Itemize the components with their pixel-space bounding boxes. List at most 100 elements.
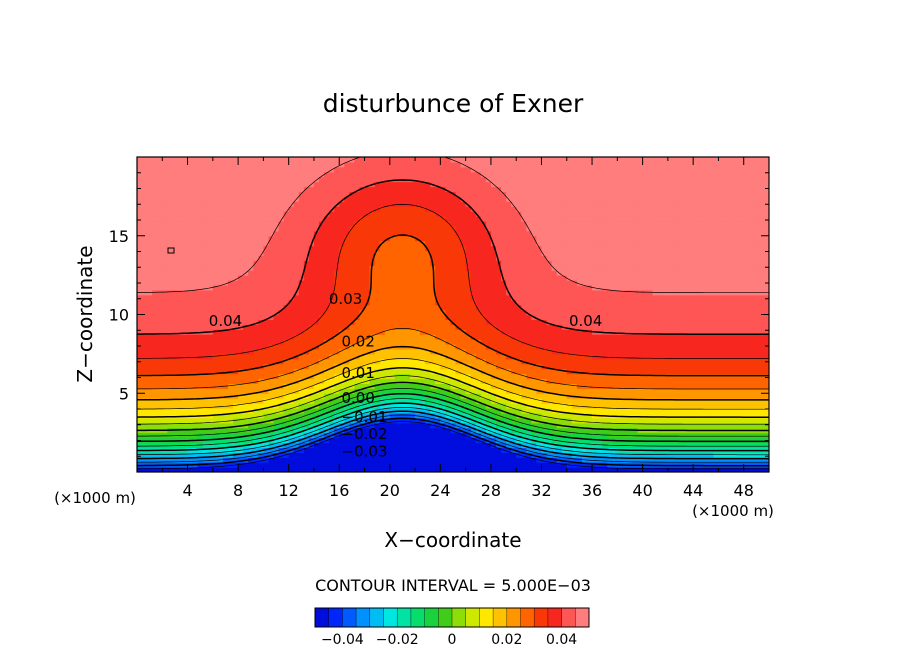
field-cell: [460, 437, 467, 444]
field-cell: [506, 319, 512, 325]
field-cell: [394, 334, 401, 340]
field-cell: [293, 339, 300, 345]
field-cell: [404, 447, 411, 453]
field-cell: [172, 467, 179, 472]
field-cell: [137, 196, 143, 202]
field-cell: [430, 462, 436, 468]
field-cell: [485, 393, 492, 399]
field-cell: [187, 171, 194, 178]
field-cell: [450, 467, 457, 472]
field-cell: [425, 191, 431, 197]
field-cell: [172, 157, 179, 163]
field-cell: [521, 299, 527, 306]
field-cell: [182, 353, 189, 360]
field-cell: [430, 201, 436, 207]
field-cell: [475, 422, 482, 429]
field-cell: [511, 211, 517, 217]
field-cell: [324, 383, 330, 389]
field-cell: [384, 334, 391, 340]
field-cell: [197, 408, 204, 414]
field-cell: [207, 314, 214, 321]
field-cell: [233, 176, 239, 183]
field-cell: [450, 427, 457, 434]
field-cell: [460, 324, 467, 330]
field-cell: [440, 412, 447, 419]
field-cell: [293, 319, 300, 325]
field-cell: [228, 220, 234, 227]
field-cell: [152, 171, 158, 178]
field-cell: [399, 378, 406, 384]
field-cell: [399, 452, 406, 458]
field-cell: [374, 176, 381, 183]
field-cell: [303, 447, 310, 453]
field-cell: [480, 467, 487, 472]
field-cell: [349, 235, 356, 242]
field-cell: [147, 284, 153, 291]
field-cell: [430, 388, 436, 394]
field-cell: [506, 427, 512, 434]
field-cell: [278, 201, 285, 207]
field-cell: [359, 314, 366, 321]
field-cell: [440, 383, 447, 389]
field-cell: [268, 294, 275, 301]
field-cell: [187, 230, 194, 237]
field-cell: [410, 196, 416, 202]
field-cell: [445, 260, 452, 266]
field-cell: [389, 255, 396, 261]
field-cell: [268, 265, 275, 271]
field-cell: [202, 408, 209, 414]
field-cell: [475, 398, 482, 404]
field-cell: [455, 255, 462, 261]
field-cell: [298, 363, 305, 370]
field-cell: [364, 403, 371, 409]
field-cell: [207, 324, 214, 330]
field-cell: [465, 181, 472, 188]
field-cell: [253, 265, 259, 271]
field-cell: [364, 422, 371, 429]
field-cell: [526, 289, 532, 296]
field-cell: [238, 348, 244, 355]
field-cell: [526, 462, 532, 468]
field-cell: [273, 220, 280, 227]
field-cell: [384, 403, 391, 409]
field-cell: [425, 220, 431, 227]
field-cell: [192, 344, 199, 350]
field-cell: [455, 280, 462, 286]
field-cell: [177, 270, 184, 276]
field-cell: [288, 309, 295, 316]
field-cell: [334, 408, 340, 414]
field-cell: [495, 299, 502, 306]
field-cell: [369, 245, 376, 252]
field-cell: [308, 329, 315, 335]
field-cell: [384, 176, 391, 183]
field-cell: [283, 467, 290, 472]
field-cell: [410, 171, 416, 178]
field-cell: [334, 309, 340, 316]
field-cell: [501, 403, 507, 409]
field-cell: [263, 348, 270, 355]
field-cell: [369, 324, 376, 330]
field-cell: [511, 270, 517, 276]
field-cell: [379, 447, 386, 453]
field-cell: [222, 398, 229, 404]
field-cell: [162, 457, 168, 463]
field-cell: [521, 432, 527, 439]
field-cell: [152, 378, 158, 384]
field-cell: [501, 324, 507, 330]
field-cell: [379, 250, 386, 257]
field-cell: [137, 216, 143, 222]
field-cell: [303, 240, 310, 247]
field-cell: [501, 427, 507, 434]
field-cell: [526, 211, 532, 217]
field-cell: [152, 270, 158, 276]
field-cell: [238, 363, 244, 370]
field-cell: [283, 314, 290, 321]
field-cell: [273, 339, 280, 345]
field-cell: [233, 201, 239, 207]
field-cell: [288, 289, 295, 296]
field-cell: [187, 363, 194, 370]
field-cell: [278, 467, 285, 472]
field-cell: [172, 201, 179, 207]
field-cell: [455, 176, 462, 183]
field-cell: [263, 442, 270, 448]
